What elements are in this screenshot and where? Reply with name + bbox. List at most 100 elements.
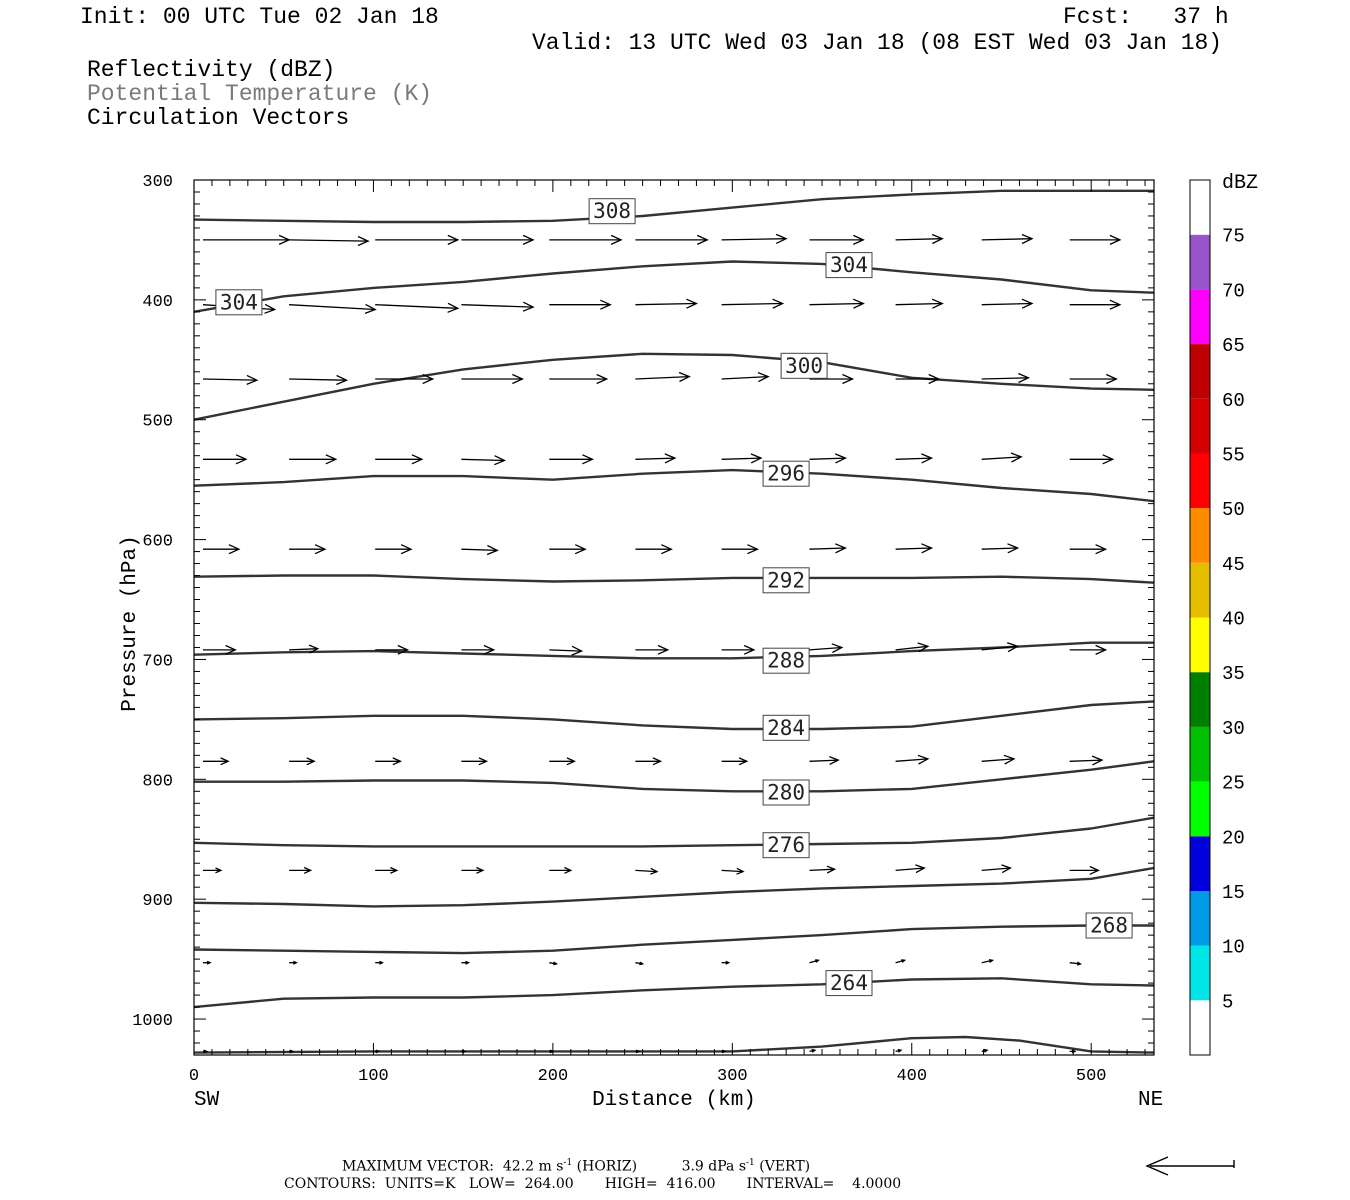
max-vector-caption: MAXIMUM VECTOR: 42.2 m s-1 (HORIZ) 3.9 d…	[342, 1158, 810, 1175]
circulation-vector	[981, 754, 1016, 765]
circulation-vector	[461, 234, 535, 245]
circulation-vector	[895, 1048, 903, 1053]
y-axis-label: Pressure (hPa)	[119, 535, 142, 711]
circulation-vector	[375, 302, 460, 313]
forecast-hour: Fcst: 37 h	[1063, 4, 1229, 30]
colorbar-swatch	[1190, 945, 1210, 1001]
ne-label: NE	[1138, 1089, 1163, 1112]
circulation-vector	[549, 757, 576, 766]
circulation-vector	[375, 234, 460, 245]
x-axis-label: Distance (km)	[592, 1089, 756, 1112]
circulation-vector	[549, 234, 623, 245]
contour-label-text: 268	[1090, 914, 1128, 938]
circulation-vector	[809, 643, 844, 654]
colorbar-label: 25	[1222, 773, 1245, 795]
x-tick-label: 100	[358, 1067, 389, 1086]
circulation-vector	[461, 455, 506, 466]
circulation-vector	[721, 453, 763, 464]
colorbar-label: 10	[1222, 937, 1245, 959]
contour-label-box	[762, 714, 810, 741]
circulation-vector	[203, 454, 248, 465]
circulation-vector	[203, 757, 230, 766]
contour-label-text: 276	[767, 833, 805, 857]
colorbar-swatch	[1190, 617, 1210, 673]
contour-label-288: 288	[762, 647, 810, 674]
unit-exponent: -1	[563, 1158, 573, 1168]
max-vector-suffix: (VERT)	[754, 1158, 811, 1175]
circulation-vector	[721, 371, 770, 383]
circulation-vector	[1069, 644, 1108, 655]
circulation-vector	[895, 373, 941, 385]
contour-line-292	[193, 574, 1155, 584]
circulation-vector	[981, 642, 1020, 653]
colorbar-swatch	[1190, 836, 1210, 891]
circulation-vector	[289, 544, 327, 555]
colorbar-label: 60	[1222, 390, 1245, 412]
contour-label-box	[762, 460, 810, 487]
circulation-vector	[1069, 544, 1108, 555]
circulation-vector	[635, 234, 709, 245]
contour-label-296: 296	[762, 460, 810, 487]
colorbar-frame	[1189, 179, 1211, 1056]
colorbar-swatch	[1190, 180, 1210, 235]
circulation-vector	[809, 453, 847, 464]
colorbar-label: 65	[1222, 335, 1245, 357]
circulation-vector	[895, 959, 907, 964]
circulation-vector	[809, 1048, 817, 1053]
circulation-vector	[981, 1048, 989, 1053]
circulation-vector	[895, 543, 934, 554]
x-tick-label: 400	[896, 1067, 927, 1086]
circulation-vector	[461, 960, 471, 965]
colorbar-label: 70	[1222, 280, 1245, 302]
circulation-vector	[981, 864, 1012, 874]
circulation-vector	[203, 644, 237, 655]
circulation-vector	[1069, 373, 1118, 385]
colorbar-label: 35	[1222, 663, 1245, 685]
sw-label: SW	[194, 1089, 220, 1112]
contour-label-text: 288	[767, 649, 805, 673]
colorbar-swatch	[1190, 726, 1210, 782]
contour-label-300: 300	[780, 352, 828, 379]
circulation-vectors	[202, 233, 1122, 1054]
circulation-vector	[635, 544, 673, 555]
colorbar-unit: dBZ	[1222, 172, 1258, 195]
plot-frame	[193, 179, 1155, 1056]
circulation-vector	[895, 453, 934, 464]
circulation-vector	[1069, 454, 1115, 465]
circulation-vector	[721, 644, 756, 655]
circulation-vector	[549, 299, 612, 310]
circulation-vector	[635, 867, 659, 875]
y-tick-label: 700	[142, 652, 173, 671]
circulation-vector	[375, 866, 399, 874]
circulation-vector	[895, 642, 930, 653]
field-reflectivity: Reflectivity (dBZ)	[87, 57, 336, 83]
x-tick-label: 500	[1076, 1067, 1107, 1086]
circulation-vector	[549, 454, 594, 465]
circulation-vector	[461, 757, 489, 766]
circulation-vector	[289, 757, 316, 766]
circulation-vector	[981, 372, 1030, 384]
circulation-vector	[981, 298, 1034, 309]
contour-label-box	[825, 970, 873, 997]
circulation-vector	[289, 303, 377, 315]
circulation-vector	[809, 543, 847, 554]
circulation-vector	[1069, 1049, 1077, 1054]
contour-label-box	[215, 289, 263, 316]
field-circulation-vectors: Circulation Vectors	[87, 105, 350, 131]
circulation-vector	[809, 959, 820, 964]
contour-line-304	[193, 260, 1155, 313]
circulation-vector	[203, 544, 241, 555]
contour-label-280: 280	[762, 779, 810, 806]
circulation-vector	[461, 373, 524, 385]
circulation-vector	[289, 1049, 295, 1054]
contour-label-box	[762, 647, 810, 674]
circulation-vector	[635, 961, 645, 966]
colorbar-swatch	[1190, 1000, 1210, 1055]
circulation-vector	[809, 755, 840, 765]
circulation-vector	[721, 867, 745, 875]
colorbar-swatch	[1190, 289, 1210, 345]
circulation-vector	[549, 961, 559, 966]
contour-label-text: 304	[830, 253, 868, 277]
unit-exponent: -1	[746, 1158, 755, 1168]
